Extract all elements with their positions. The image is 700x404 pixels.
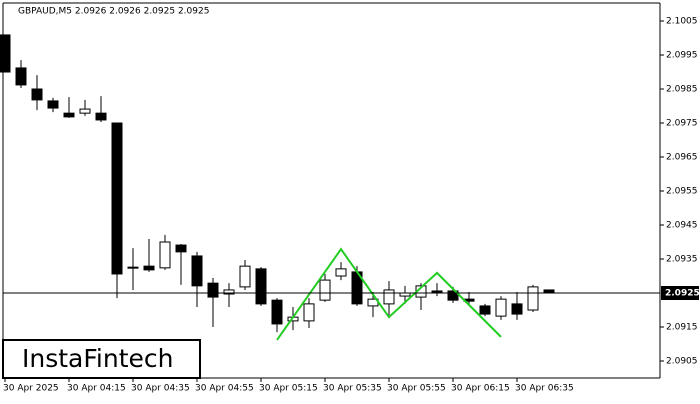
y-tick-label: 2.0975 xyxy=(666,119,698,129)
candle-body xyxy=(335,268,347,277)
pattern-line xyxy=(276,247,502,341)
candle-body xyxy=(255,268,267,305)
candle-body xyxy=(127,266,139,269)
logo: InstaFintech xyxy=(22,344,174,373)
x-tick-label: 30 Apr 06:35 xyxy=(515,384,574,394)
candle-body xyxy=(383,289,395,305)
candle-body xyxy=(431,290,443,293)
candle-body xyxy=(207,282,219,298)
y-tick-label: 2.0905 xyxy=(666,357,698,367)
x-tick-label: 30 Apr 04:15 xyxy=(67,384,126,394)
y-tick-label: 2.1005 xyxy=(666,17,698,27)
candle-body xyxy=(223,289,235,295)
candle-body xyxy=(15,67,27,86)
y-tick-label: 2.0965 xyxy=(666,153,698,163)
candle-body xyxy=(63,112,75,118)
candle-body xyxy=(303,303,315,322)
candle-body xyxy=(319,279,331,301)
x-tick-label: 30 Apr 05:35 xyxy=(323,384,382,394)
candle-body xyxy=(271,299,283,325)
last-price-label: 2.0925 xyxy=(665,289,700,299)
candle-body xyxy=(527,286,539,311)
x-tick-label: 30 Apr 04:35 xyxy=(131,384,190,394)
candle-body xyxy=(495,298,507,317)
candle-body xyxy=(0,34,11,73)
y-tick-label: 2.0995 xyxy=(666,51,698,61)
x-tick-label: 30 Apr 2025 xyxy=(3,384,59,394)
candle-body xyxy=(111,122,123,275)
candle-body xyxy=(175,244,187,253)
x-tick-label: 30 Apr 06:15 xyxy=(451,384,510,394)
y-tick-label: 2.0985 xyxy=(666,85,698,95)
x-tick-label: 30 Apr 04:55 xyxy=(195,384,254,394)
chart-title: GBPAUD,M5 2.0926 2.0926 2.0925 2.0925 xyxy=(18,7,209,17)
y-tick-label: 2.0915 xyxy=(666,323,698,333)
candle-body xyxy=(479,305,491,315)
last-price-box xyxy=(661,286,699,301)
candle-body xyxy=(159,241,171,269)
x-tick-label: 30 Apr 05:15 xyxy=(259,384,318,394)
candle-body xyxy=(191,255,203,287)
candle-body xyxy=(239,265,251,288)
x-tick-label: 30 Apr 05:55 xyxy=(387,384,446,394)
y-tick-label: 2.0955 xyxy=(666,187,698,197)
marks xyxy=(0,34,555,341)
candle-body xyxy=(31,88,43,101)
candle-body xyxy=(79,108,91,114)
logo-box xyxy=(2,339,201,379)
candle-body xyxy=(95,112,107,121)
y-tick-label: 2.0935 xyxy=(666,255,698,265)
candle-body xyxy=(511,303,523,315)
candle-body xyxy=(143,265,155,271)
candle-body xyxy=(447,290,459,301)
y-tick-label: 2.0945 xyxy=(666,221,698,231)
candle-body xyxy=(47,100,59,109)
